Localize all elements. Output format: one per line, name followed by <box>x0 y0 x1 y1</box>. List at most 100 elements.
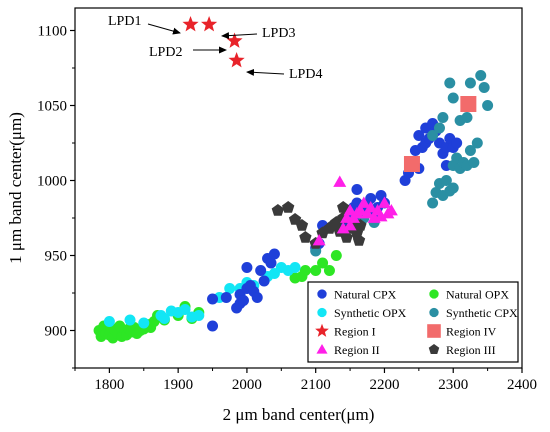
legend-marker <box>317 307 327 318</box>
legend-item-region-iii: Region III <box>428 343 496 357</box>
data-point <box>237 295 249 306</box>
data-point <box>447 182 459 194</box>
annotation-label: LPD1 <box>108 14 141 29</box>
annotations: LPD1 LPD3 LPD2 LPD4 <box>108 14 322 82</box>
data-point <box>360 207 374 219</box>
data-point <box>337 201 350 213</box>
x-axis: 1800 1900 2000 2100 2200 2300 2400 <box>74 368 537 393</box>
legend-marker <box>429 289 439 299</box>
y-tick-label: 1000 <box>37 174 67 190</box>
data-point <box>310 265 322 276</box>
annotation-arrow <box>221 32 258 40</box>
x-tick-label: 2000 <box>232 377 262 393</box>
data-point <box>323 265 335 276</box>
x-tick-label: 1800 <box>94 377 124 393</box>
data-point <box>124 314 136 326</box>
data-point <box>201 16 218 32</box>
data-point <box>461 112 473 123</box>
data-point <box>224 283 236 294</box>
legend-label: Synthetic CPX <box>446 306 518 320</box>
data-point <box>403 156 420 172</box>
data-point <box>377 196 391 208</box>
data-point <box>444 77 456 89</box>
x-tick-label: 1900 <box>163 377 193 393</box>
series-synthetic-cpx <box>310 70 494 257</box>
data-point <box>352 234 366 246</box>
legend-marker <box>427 324 441 338</box>
annotation-label: LPD2 <box>149 45 182 60</box>
x-tick-label: 2400 <box>507 377 537 393</box>
data-point <box>357 196 371 208</box>
data-point <box>464 77 476 89</box>
data-point <box>427 197 439 209</box>
data-point <box>384 204 398 216</box>
data-point <box>228 52 245 68</box>
annotation-arrow <box>246 68 285 76</box>
data-point <box>333 175 347 187</box>
legend-item-region-i: Region I <box>315 323 376 339</box>
data-point <box>340 231 353 243</box>
legend-item-region-iv: Region IV <box>427 324 497 339</box>
data-point <box>365 193 377 204</box>
data-point <box>478 82 490 93</box>
data-point <box>179 304 191 315</box>
legend-marker <box>317 289 327 299</box>
legend-marker <box>315 323 329 337</box>
legend-label: Natural OPX <box>446 288 509 302</box>
data-point <box>451 137 463 149</box>
y-axis: 900 950 1000 1050 1100 <box>37 24 75 369</box>
legend-label: Region I <box>334 325 376 339</box>
legend-item-natural-cpx: Natural CPX <box>317 288 397 302</box>
annotation-lpd3: LPD3 <box>221 26 295 41</box>
data-point <box>374 210 388 222</box>
data-point <box>464 145 476 156</box>
data-point <box>427 130 439 141</box>
legend-item-synthetic-cpx: Synthetic CPX <box>429 306 518 320</box>
data-point <box>343 219 357 231</box>
data-point <box>220 292 232 303</box>
y-tick-label: 1100 <box>38 24 67 40</box>
data-point <box>468 157 480 168</box>
data-point <box>299 231 312 243</box>
legend-label: Region IV <box>446 325 497 339</box>
data-point <box>207 320 219 332</box>
series-region-iv <box>403 96 477 172</box>
data-point <box>312 234 326 246</box>
data-point <box>193 310 205 321</box>
data-point <box>460 96 477 112</box>
series-region-i <box>182 16 245 68</box>
data-point <box>255 265 267 276</box>
plot-frame <box>74 7 523 369</box>
legend-label: Natural CPX <box>334 288 397 302</box>
annotation-label: LPD3 <box>262 26 295 41</box>
x-tick-label: 2200 <box>369 377 399 393</box>
data-point <box>226 32 243 48</box>
annotation-arrow <box>147 23 181 35</box>
x-tick-label: 2300 <box>438 377 468 393</box>
y-axis-title: 1 μm band center(μm) <box>6 112 25 264</box>
data-point <box>299 265 311 276</box>
data-point <box>440 175 452 186</box>
legend-marker <box>316 343 328 354</box>
x-axis-title: 2 μm band center(μm) <box>223 405 375 424</box>
data-point <box>182 16 199 32</box>
data-point <box>482 100 494 111</box>
data-point <box>475 70 487 81</box>
data-point <box>471 137 483 149</box>
y-tick-label: 900 <box>45 324 68 340</box>
data-point <box>433 122 445 134</box>
data-point <box>364 201 378 213</box>
legend-label: Region II <box>334 343 380 357</box>
legend-marker <box>429 307 439 318</box>
data-point <box>268 248 280 260</box>
data-point <box>103 316 115 327</box>
data-point <box>265 257 277 269</box>
data-point <box>289 262 301 273</box>
data-point <box>351 184 363 195</box>
data-point <box>295 219 309 231</box>
data-point <box>241 262 253 273</box>
data-point <box>251 292 263 303</box>
annotation-lpd4: LPD4 <box>246 67 322 82</box>
x-tick-label: 2100 <box>301 377 331 393</box>
